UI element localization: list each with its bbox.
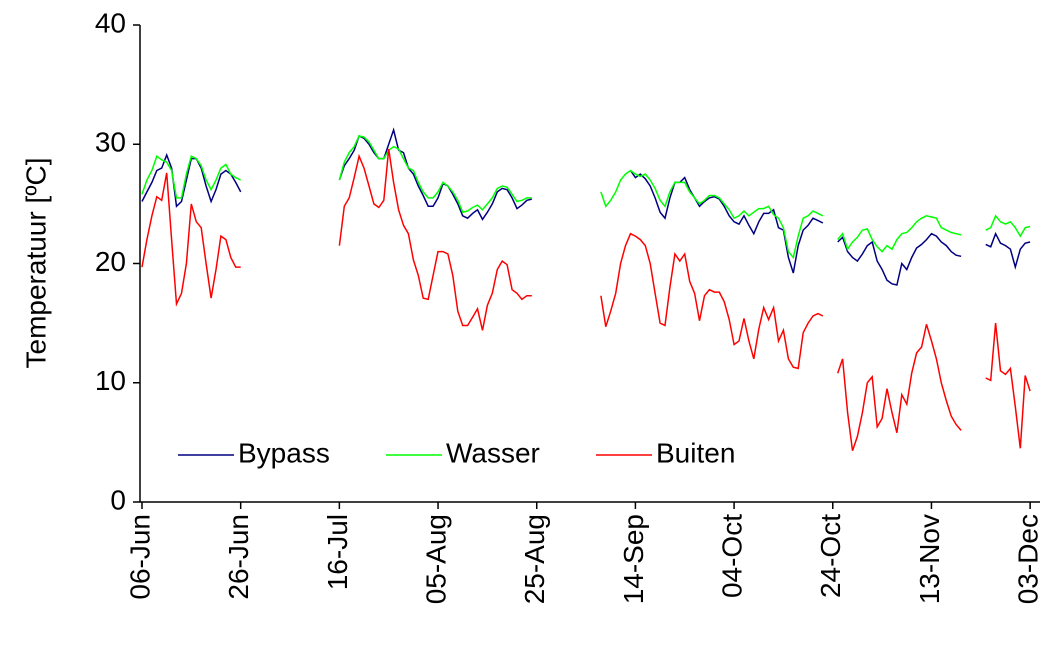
x-tick-label: 24-Oct (815, 514, 846, 598)
y-tick-label: 20 (95, 246, 126, 277)
x-tick-label: 05-Aug (420, 514, 451, 604)
y-tick-label: 10 (95, 365, 126, 396)
series-line (141, 148, 1031, 451)
x-tick-label: 14-Sep (618, 514, 649, 604)
x-tick-label: 03-Dec (1013, 514, 1044, 604)
y-axis-label: Temperatuur [ºC] (20, 158, 51, 369)
y-tick-label: 0 (110, 484, 126, 515)
x-tick-label: 13-Nov (914, 514, 945, 604)
series-line (141, 127, 1031, 286)
legend-label: Buiten (656, 437, 735, 468)
x-tick-label: 06-Jun (124, 514, 155, 600)
x-tick-label: 16-Jul (322, 514, 353, 590)
series-line (141, 135, 1031, 260)
x-tick-label: 25-Aug (519, 514, 550, 604)
y-tick-label: 30 (95, 127, 126, 158)
legend-label: Bypass (238, 437, 330, 468)
x-tick-label: 04-Oct (716, 514, 747, 598)
y-tick-label: 40 (95, 7, 126, 38)
legend-label: Wasser (446, 437, 540, 468)
x-tick-label: 26-Jun (223, 514, 254, 600)
